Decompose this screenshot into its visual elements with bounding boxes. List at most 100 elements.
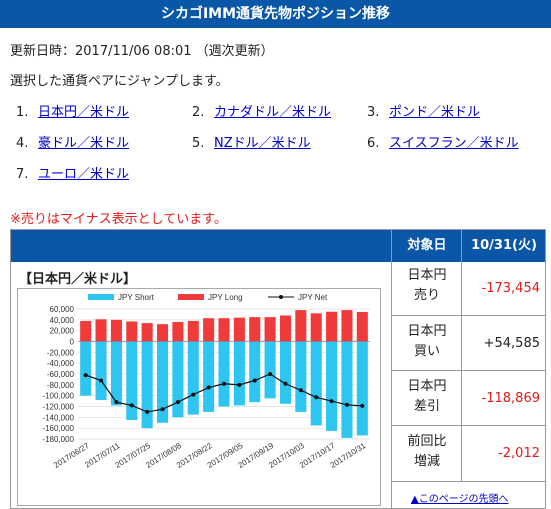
- short-bar: [141, 341, 153, 429]
- y-tick-label: -40,000: [47, 359, 75, 368]
- net-point: [252, 378, 257, 383]
- y-tick-label: -60,000: [47, 370, 75, 379]
- y-tick-label: -180,000: [42, 435, 74, 444]
- y-tick-label: -20,000: [47, 348, 75, 357]
- net-point: [99, 378, 104, 383]
- row-divider: [391, 481, 545, 482]
- nzd-link[interactable]: NZドル／米ドル: [214, 136, 311, 151]
- y-tick-label: -120,000: [42, 403, 74, 412]
- sell-note: ※売りはマイナス表示としています。: [10, 212, 227, 227]
- long-bar: [172, 322, 184, 342]
- update-timestamp: 更新日時：2017/11/06 08:01 （週次更新）: [10, 44, 274, 59]
- chf-link[interactable]: スイスフラン／米ドル: [389, 136, 519, 151]
- aud-link[interactable]: 豪ドル／米ドル: [38, 136, 130, 151]
- long-bar: [95, 319, 107, 342]
- net-point: [329, 399, 334, 404]
- short-bar: [233, 341, 245, 406]
- net-point: [360, 403, 365, 408]
- legend-swatch: [88, 294, 114, 300]
- chart-frame: JPY Short JPY Long JPY Net 60,000 40,000 20,0…: [17, 288, 381, 506]
- net-point: [298, 388, 303, 393]
- net-value: -118,869: [481, 391, 540, 406]
- y-tick-label: 60,000: [50, 305, 75, 314]
- row-divider: [391, 425, 545, 426]
- short-bar: [356, 341, 368, 436]
- legend-label: JPY Long: [208, 293, 243, 302]
- net-point: [268, 372, 273, 376]
- long-bar: [264, 317, 276, 342]
- gbp-link[interactable]: ポンド／米ドル: [389, 105, 481, 120]
- legend-marker: [279, 295, 283, 299]
- column-divider: [391, 230, 392, 508]
- back-to-top-link[interactable]: ▲このページの先頭へ: [411, 494, 509, 505]
- net-point: [222, 381, 226, 386]
- long-bar: [156, 324, 169, 342]
- y-tick-label: -80,000: [47, 381, 75, 390]
- long-bar: [295, 310, 307, 342]
- long-bar: [110, 319, 122, 342]
- imm-position-chart: JPY Short JPY Long JPY Net 60,000 40,000 20,0…: [42, 293, 370, 470]
- short-bar: [172, 341, 184, 418]
- long-bar: [279, 315, 292, 342]
- short-bar: [80, 341, 92, 396]
- eur-link[interactable]: ユーロ／米ドル: [38, 167, 130, 182]
- currency-link-nzd: 5. NZドル／米ドル: [192, 136, 311, 151]
- short-bar: [264, 341, 276, 399]
- currency-link-gbp: 3. ポンド／米ドル: [367, 105, 481, 120]
- y-tick-label: -160,000: [42, 424, 74, 433]
- long-bar: [249, 317, 261, 342]
- long-bar: [80, 320, 92, 342]
- net-point: [237, 382, 242, 387]
- net-point: [206, 385, 211, 390]
- legend-label: JPY Net: [298, 293, 328, 302]
- net-point: [283, 381, 288, 386]
- row-label-long: 日本円 買い: [407, 324, 447, 359]
- y-tick-label: 40,000: [50, 316, 75, 325]
- net-point: [129, 403, 134, 408]
- long-bar: [218, 318, 230, 342]
- net-point: [83, 373, 88, 378]
- long-value: +54,585: [483, 336, 540, 351]
- long-bar: [356, 311, 368, 342]
- legend-label: JPY Short: [118, 293, 155, 302]
- currency-link-eur: 7. ユーロ／米ドル: [16, 167, 130, 182]
- net-point: [145, 409, 150, 414]
- table-header-row: [11, 230, 545, 262]
- row-label-net: 日本円 差引: [407, 379, 447, 414]
- cad-link[interactable]: カナダドル／米ドル: [214, 105, 332, 120]
- long-bar: [326, 311, 338, 342]
- short-bar: [110, 341, 122, 406]
- long-bar: [141, 323, 153, 342]
- page-header: シカゴIMM通貨先物ポジション推移: [0, 0, 551, 28]
- short-value: -173,454: [481, 281, 540, 296]
- currency-link-chf: 6. スイスフラン／米ドル: [367, 136, 519, 151]
- net-point: [314, 395, 319, 400]
- change-value: -2,012: [498, 446, 540, 461]
- net-point: [114, 400, 119, 405]
- target-date-header: 対象日: [407, 238, 447, 253]
- short-bar: [310, 341, 322, 426]
- short-bar: [126, 341, 138, 421]
- long-bar: [310, 313, 322, 342]
- currency-link-cad: 2. カナダドル／米ドル: [192, 105, 332, 120]
- x-tick-label: 2017/10/31: [329, 441, 368, 470]
- net-point: [191, 392, 196, 397]
- jpy-link[interactable]: 日本円／米ドル: [38, 105, 130, 120]
- row-label-short: 日本円 売り: [407, 268, 447, 303]
- short-bar: [249, 341, 261, 403]
- short-bar: [218, 341, 230, 407]
- y-tick-label: -100,000: [42, 392, 74, 401]
- y-tick-label: 20,000: [50, 327, 75, 336]
- short-bar: [187, 341, 199, 415]
- long-bar: [233, 317, 245, 342]
- net-point: [175, 400, 180, 405]
- long-bar: [341, 310, 353, 342]
- row-divider: [391, 315, 545, 316]
- long-bar: [187, 320, 199, 342]
- short-bar: [341, 341, 353, 438]
- short-bar: [295, 341, 307, 412]
- row-divider: [391, 370, 545, 371]
- date-header: 10/31(火): [471, 238, 537, 253]
- short-bar: [203, 341, 215, 412]
- net-point: [160, 407, 165, 412]
